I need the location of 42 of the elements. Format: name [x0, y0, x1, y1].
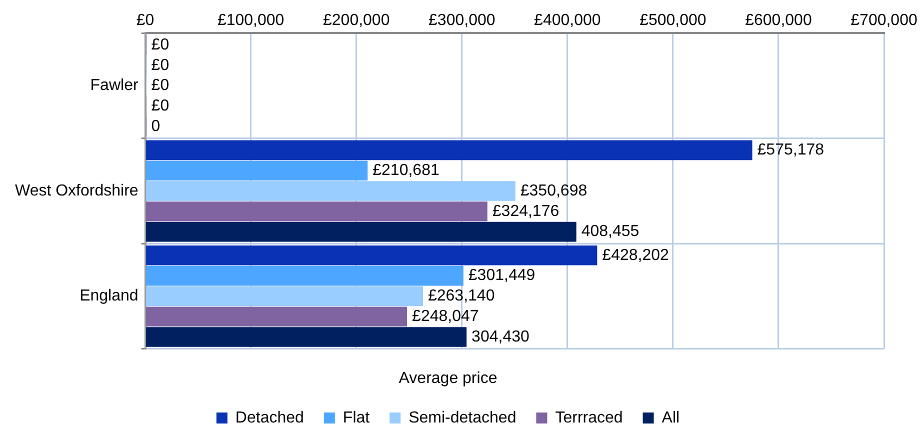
x-tick-label: £300,000 [428, 12, 496, 30]
bar [146, 245, 598, 266]
data-label: £575,178 [757, 142, 824, 159]
x-tick-label: £700,000 [850, 12, 918, 30]
y-tick-label: England [80, 288, 138, 305]
bar [146, 327, 467, 347]
bar [146, 202, 488, 222]
x-axis-title: Average price [398, 370, 498, 388]
legend-label: Semi-detached [408, 409, 516, 426]
bar [146, 140, 752, 160]
data-label: 304,430 [472, 328, 530, 346]
bar [146, 222, 576, 242]
x-tick-label: £600,000 [745, 12, 812, 30]
x-tick-label: £0 [136, 12, 154, 30]
data-label: £263,140 [428, 288, 495, 305]
legend-label: Flat [342, 409, 370, 426]
x-tick-label: £400,000 [534, 12, 601, 30]
data-label: £301,449 [468, 267, 536, 284]
legend-label: All [662, 409, 680, 426]
data-label: £0 [151, 98, 170, 115]
bar [146, 306, 408, 327]
x-tick-label: £100,000 [217, 12, 284, 30]
data-label: 0 [151, 118, 160, 136]
bar [146, 266, 464, 286]
y-tick-label: Fawler [90, 77, 139, 94]
data-label: 408,455 [581, 223, 640, 240]
data-label: £210,681 [372, 162, 440, 179]
bar [146, 286, 423, 306]
x-tick-label: £500,000 [640, 12, 706, 30]
data-label: £248,047 [412, 308, 479, 326]
data-label: £428,202 [602, 246, 670, 264]
bar [146, 160, 368, 180]
x-tick-label: £200,000 [322, 12, 390, 30]
legend-label: Terrraced [555, 409, 623, 426]
data-label: £0 [151, 56, 170, 74]
legend-label: Detached [235, 409, 304, 426]
y-tick-label: West Oxfordshire [15, 182, 138, 200]
data-label: £0 [151, 36, 170, 54]
data-label: £350,698 [520, 182, 588, 200]
data-label: £324,176 [492, 202, 560, 220]
bar [146, 181, 516, 201]
data-label: £0 [151, 77, 170, 94]
